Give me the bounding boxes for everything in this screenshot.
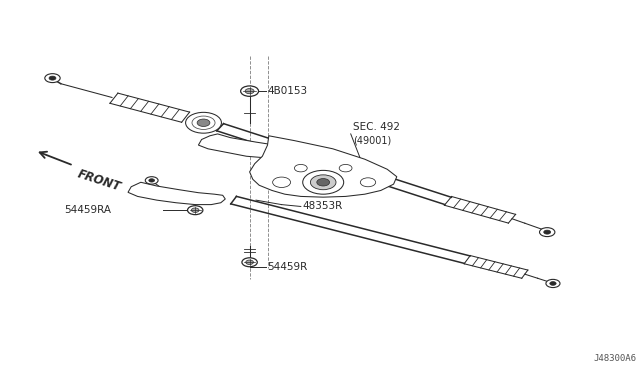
- Polygon shape: [250, 136, 397, 197]
- Text: (49001): (49001): [353, 135, 392, 145]
- Circle shape: [242, 258, 257, 267]
- Circle shape: [317, 179, 330, 186]
- Circle shape: [49, 76, 56, 80]
- Circle shape: [360, 178, 376, 187]
- Circle shape: [540, 228, 555, 237]
- Circle shape: [273, 177, 291, 187]
- Circle shape: [149, 179, 155, 182]
- Text: 54459R: 54459R: [268, 262, 308, 272]
- Circle shape: [310, 175, 336, 190]
- Circle shape: [550, 282, 556, 285]
- Text: SEC. 492: SEC. 492: [353, 122, 400, 132]
- Circle shape: [544, 230, 550, 234]
- Circle shape: [245, 89, 254, 94]
- Circle shape: [45, 74, 60, 83]
- Circle shape: [294, 164, 307, 172]
- Polygon shape: [128, 182, 225, 205]
- Circle shape: [546, 279, 560, 288]
- Text: 54459RA: 54459RA: [64, 205, 111, 215]
- Text: J48300A6: J48300A6: [594, 354, 637, 363]
- Circle shape: [197, 119, 210, 126]
- Circle shape: [241, 86, 259, 96]
- Circle shape: [339, 164, 352, 172]
- Circle shape: [191, 208, 199, 212]
- Text: 4B0153: 4B0153: [268, 86, 308, 96]
- Text: FRONT: FRONT: [76, 167, 122, 194]
- Circle shape: [303, 170, 344, 194]
- Circle shape: [145, 177, 158, 184]
- Circle shape: [186, 112, 221, 133]
- Circle shape: [246, 260, 253, 264]
- Circle shape: [188, 206, 203, 215]
- Text: 48353R: 48353R: [303, 202, 343, 211]
- Polygon shape: [198, 134, 288, 158]
- Circle shape: [192, 116, 215, 129]
